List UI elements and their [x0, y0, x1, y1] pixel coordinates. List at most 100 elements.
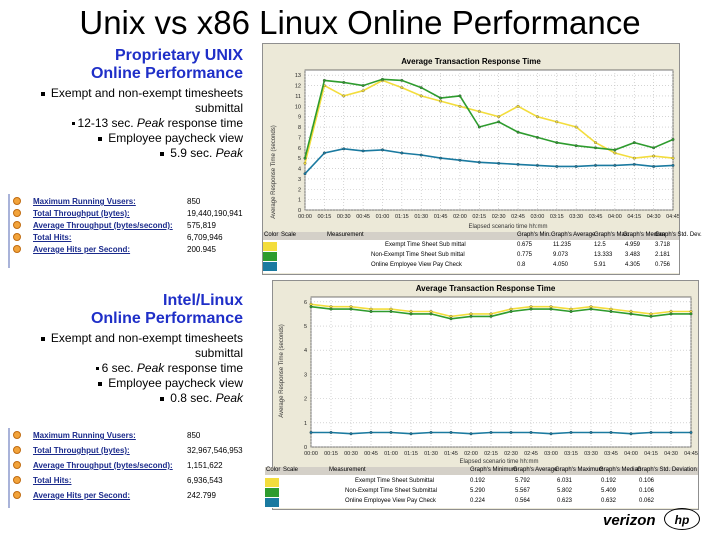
linux-data-point: [369, 431, 373, 434]
table-row[interactable]: Non-Exempt Time Sheet Submittal 5.290 5.…: [265, 488, 698, 497]
unix-data-point: [652, 164, 656, 168]
unix-data-point: [574, 164, 578, 168]
unix-ytick-label: 0: [298, 208, 301, 214]
linux-bullets: Exempt and non-exempt timesheets submitt…: [10, 331, 243, 406]
linux-series-line-0: [310, 303, 691, 318]
linux-data-point: [509, 310, 513, 313]
unix-ytick-label: 7: [298, 135, 301, 141]
unix-ytick-label: 11: [295, 94, 301, 100]
unix-data-point: [322, 78, 326, 82]
unix-data-point: [535, 115, 539, 119]
linux-data-point: [549, 307, 553, 311]
linux-plot-background: [310, 296, 692, 448]
linux-data-point: [489, 314, 493, 318]
unix-data-point: [535, 163, 539, 167]
linux-data-point: [409, 310, 413, 313]
unix-bullet-2: 12-13 sec. Peak response time: [10, 116, 243, 131]
linux-data-point: [629, 312, 633, 316]
table-row[interactable]: Non-Exempt Time Sheet Sub mittal 0.775 9…: [263, 252, 679, 261]
linux-data-point: [649, 312, 653, 316]
unix-data-point: [594, 141, 597, 145]
linux-data-point: [609, 310, 613, 313]
linux-data-point: [349, 305, 353, 309]
linux-stat-row: Average Hits per Second: 242.799: [13, 490, 263, 505]
unix-xtick-label: 02:15: [472, 214, 486, 220]
linux-data-point: [309, 302, 313, 306]
color-swatch-yellow: [263, 242, 277, 251]
unix-data-point: [400, 78, 404, 82]
unix-data-point: [516, 162, 520, 166]
unix-xtick-label: 00:45: [356, 214, 370, 220]
info-icon: [13, 476, 21, 484]
unix-bullets: Exempt and non-exempt timesheets submitt…: [10, 86, 243, 161]
linux-data-point: [689, 431, 693, 434]
unix-data-point: [574, 144, 578, 148]
linux-chart-xlabel: Elapsed scenario time hh:mm: [459, 459, 538, 465]
info-icon: [13, 197, 21, 205]
linux-stat-row: Average Throughput (bytes/second): 1,151,…: [13, 460, 263, 475]
linux-ytick-label: 6: [304, 300, 307, 306]
linux-ytick-label: 3: [304, 372, 307, 378]
linux-data-point: [609, 431, 613, 434]
linux-stats-panel: Maximum Running Vusers: 850 Total Through…: [8, 428, 265, 508]
linux-heading-line1: Intel/Linux: [163, 292, 243, 309]
linux-data-point: [569, 431, 573, 434]
linux-xtick-label: 01:15: [404, 451, 418, 457]
unix-data-point: [497, 120, 501, 124]
linux-bullet-4: 0.8 sec. Peak: [10, 391, 243, 406]
unix-xtick-label: 03:00: [531, 214, 545, 220]
linux-data-point: [429, 431, 433, 434]
linux-data-point: [569, 310, 573, 313]
unix-data-point: [613, 163, 617, 167]
linux-ytick-label: 2: [304, 397, 307, 403]
linux-data-point: [329, 307, 333, 311]
unix-data-point: [497, 115, 501, 119]
linux-xtick-label: 00:45: [364, 451, 378, 457]
linux-data-point: [509, 307, 513, 311]
linux-data-point: [649, 431, 653, 434]
linux-plot-area: 6 5 4 3 2 1 000:00 00:15 00:30 00:45 01:00 01:15 01:…: [304, 296, 698, 457]
linux-data-point: [409, 432, 413, 436]
linux-data-point: [549, 305, 553, 309]
linux-xtick-label: 03:45: [604, 451, 618, 457]
linux-xtick-label: 00:30: [344, 451, 358, 457]
linux-stat-row: Total Hits: 6,936,543: [13, 475, 263, 490]
unix-xtick-label: 01:00: [376, 214, 390, 220]
unix-data-point: [439, 156, 443, 160]
linux-data-point: [369, 307, 373, 311]
info-icon: [13, 233, 21, 241]
unix-data-point: [342, 147, 346, 151]
unix-data-point: [632, 156, 636, 160]
color-swatch-green: [263, 252, 277, 261]
table-row[interactable]: Online Employee View Pay Check 0.8 4.050…: [263, 262, 679, 271]
unix-ytick-label: 4: [298, 167, 301, 173]
unix-data-point: [322, 151, 326, 155]
linux-data-point: [449, 431, 453, 434]
linux-table-header: Color Scale Measurement Graph's Minimum …: [265, 467, 698, 475]
unix-bullet-1: Exempt and non-exempt timesheets: [10, 86, 243, 101]
linux-data-point: [349, 432, 353, 436]
unix-plot-background: [304, 69, 674, 211]
unix-ytick-label: 9: [298, 115, 301, 121]
unix-ytick-label: 6: [298, 146, 301, 152]
unix-heading-line2: Online Performance: [90, 65, 243, 82]
linux-data-point: [309, 305, 313, 309]
unix-ytick-label: 2: [298, 187, 301, 193]
table-row[interactable]: Online Employee View Pay Check 0.224 0.5…: [265, 498, 698, 507]
linux-stat-row: Maximum Running Vusers: 850: [13, 430, 263, 445]
unix-chart-ylabel: Average Response Time (seconds): [271, 125, 277, 219]
unix-bullet-4: 5.9 sec. Peak: [10, 146, 243, 161]
unix-data-point: [555, 141, 559, 145]
unix-stat-row: Average Throughput (bytes/second): 575,81…: [13, 220, 263, 232]
info-icon: [13, 491, 21, 499]
unix-data-point: [361, 149, 365, 153]
linux-data-point: [449, 317, 453, 321]
linux-ytick-label: 1: [304, 421, 307, 427]
linux-xtick-label: 03:15: [564, 451, 578, 457]
linux-data-point: [529, 307, 533, 311]
unix-ytick-label: 5: [298, 156, 301, 162]
table-row[interactable]: Exempt Time Sheet Submittal 0.192 5.792 …: [265, 478, 698, 487]
linux-data-point: [669, 431, 673, 434]
unix-data-point: [594, 146, 597, 150]
table-row[interactable]: Exempt Time Sheet Sub mittal 0.675 11.23…: [263, 242, 679, 251]
